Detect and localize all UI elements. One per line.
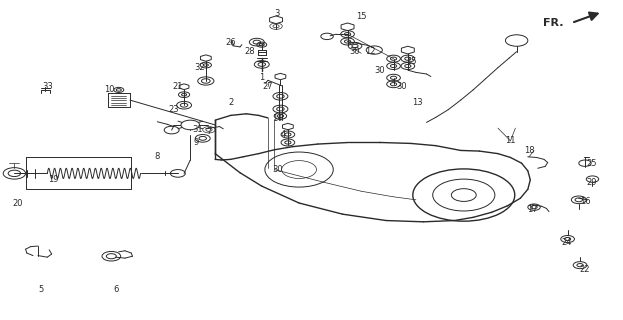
Text: FR.: FR. [543, 18, 563, 28]
Polygon shape [201, 55, 211, 61]
Text: 22: 22 [580, 265, 590, 275]
Text: 11: 11 [505, 136, 516, 145]
Text: 30: 30 [374, 66, 385, 75]
Text: 29: 29 [586, 178, 596, 187]
Text: 13: 13 [412, 98, 422, 107]
Text: 17: 17 [527, 205, 538, 214]
Text: 21: 21 [173, 82, 183, 91]
Polygon shape [179, 84, 189, 90]
Text: 30: 30 [272, 165, 283, 174]
Text: 15: 15 [406, 57, 416, 66]
Text: 28: 28 [244, 47, 255, 56]
Text: 20: 20 [12, 198, 22, 207]
Text: 2: 2 [228, 98, 234, 107]
Text: 12: 12 [365, 47, 376, 56]
Text: 30: 30 [350, 47, 360, 56]
Text: 8: 8 [155, 152, 160, 161]
Polygon shape [401, 46, 414, 54]
Text: 9: 9 [194, 138, 199, 147]
Polygon shape [282, 123, 293, 130]
Text: 4: 4 [281, 130, 286, 139]
Text: 32: 32 [194, 63, 205, 72]
Polygon shape [270, 16, 282, 24]
Text: 25: 25 [586, 159, 596, 168]
Polygon shape [341, 23, 354, 31]
Text: 31: 31 [192, 125, 202, 134]
Text: 7: 7 [206, 127, 212, 136]
Text: 19: 19 [48, 175, 59, 184]
Text: 27: 27 [263, 82, 273, 91]
Text: 3: 3 [275, 9, 280, 18]
Text: 15: 15 [356, 12, 366, 21]
Text: 33: 33 [42, 82, 53, 91]
Text: 26: 26 [226, 38, 236, 47]
Text: 10: 10 [104, 85, 115, 94]
Text: 14: 14 [272, 114, 283, 123]
Text: 23: 23 [168, 105, 179, 114]
Text: 24: 24 [561, 238, 572, 247]
Circle shape [181, 120, 199, 130]
Text: 16: 16 [579, 197, 591, 206]
Text: 6: 6 [113, 284, 118, 293]
Polygon shape [275, 73, 286, 80]
Text: 1: 1 [259, 73, 264, 82]
Text: 5: 5 [39, 284, 44, 293]
Text: 18: 18 [524, 146, 535, 155]
Text: 30: 30 [396, 82, 407, 91]
